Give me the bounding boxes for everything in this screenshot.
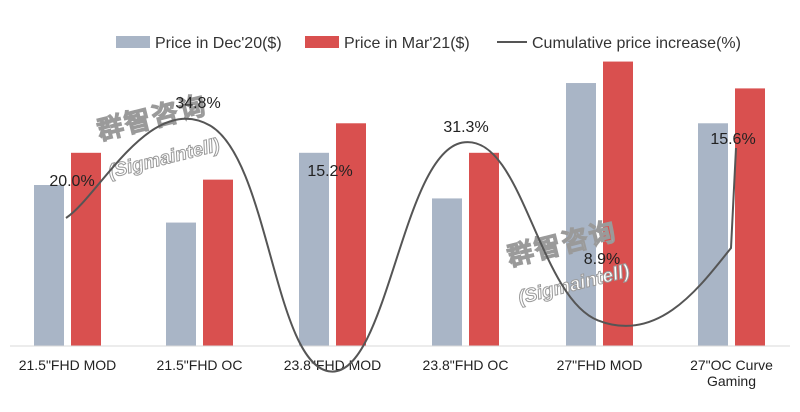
legend-swatch-1 <box>305 36 339 48</box>
cumulative-increase-labels: 20.0% 34.8% 15.2% 31.3% 8.9% 15.6% <box>49 95 755 268</box>
x-tick-label-1: 21.5"FHD OC <box>157 357 243 373</box>
bar-dec20-4 <box>566 83 596 347</box>
pct-label-2: 15.2% <box>307 163 352 180</box>
pct-label-0: 20.0% <box>49 173 94 190</box>
bar-mar21-4 <box>603 61 633 347</box>
x-tick-label-5-line2: Gaming <box>707 373 756 389</box>
legend-swatch-0 <box>116 36 150 48</box>
pct-label-5: 15.6% <box>710 131 755 148</box>
x-tick-label-4: 27"FHD MOD <box>557 357 643 373</box>
x-tick-labels: 21.5"FHD MOD 21.5"FHD OC 23.8"FHD MOD 23.8"… <box>19 357 773 389</box>
pct-label-1: 34.8% <box>175 95 220 112</box>
legend-label-1: Price in Mar'21($) <box>344 35 470 52</box>
bar-dec20-3 <box>432 198 462 346</box>
bar-dec20-2 <box>299 152 329 346</box>
bar-mar21-0 <box>71 152 101 346</box>
pct-label-3: 31.3% <box>443 119 488 136</box>
pct-label-4: 8.9% <box>584 251 620 268</box>
bar-mar21-5 <box>735 88 765 347</box>
bar-dec20-0 <box>34 185 64 346</box>
x-tick-label-0: 21.5"FHD MOD <box>19 357 117 373</box>
cumulative-increase-line <box>65 117 737 373</box>
x-tick-label-2: 23.8"FHD MOD <box>284 357 382 373</box>
x-tick-label-5: 27"OC Curve <box>690 357 773 373</box>
bar-mar21-3 <box>469 152 499 346</box>
bar-mar21-1 <box>203 179 233 346</box>
bar-dec20-5 <box>698 123 728 347</box>
bar-mar21-2 <box>336 123 366 347</box>
watermark-en-0: (Sigmaintell) <box>106 135 222 183</box>
bars <box>34 61 765 347</box>
legend-label-2: Cumulative price increase(%) <box>532 35 741 52</box>
legend-label-0: Price in Dec'20($) <box>155 35 282 52</box>
bar-dec20-1 <box>166 222 196 346</box>
legend: Price in Dec'20($) Price in Mar'21($) Cumu… <box>116 35 741 52</box>
x-tick-label-3: 23.8"FHD OC <box>423 357 509 373</box>
